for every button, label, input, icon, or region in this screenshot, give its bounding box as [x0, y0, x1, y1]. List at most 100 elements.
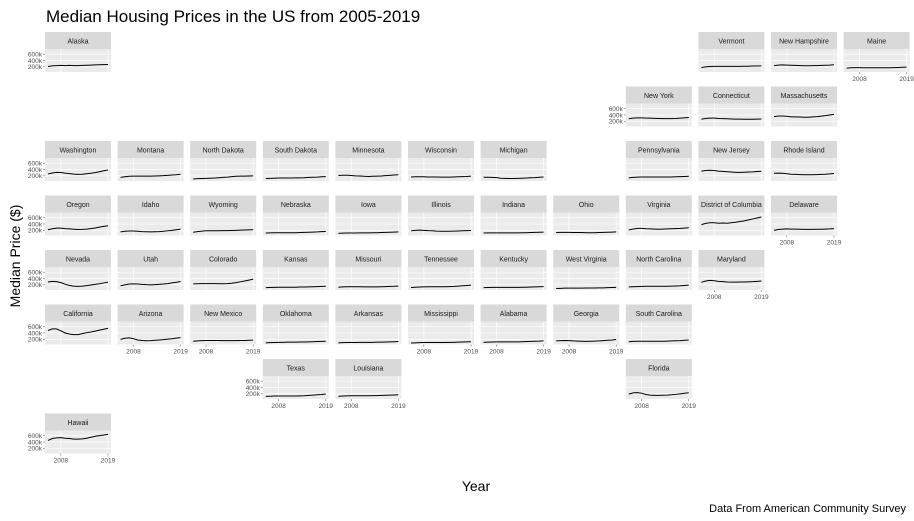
series-line-montana — [120, 173, 181, 178]
panel-massachusetts: Massachusetts — [771, 86, 837, 127]
panel-strip — [117, 250, 184, 267]
panel-strip-label: Indiana — [502, 202, 525, 209]
panel-strip — [771, 86, 837, 104]
panel-strip-label: New Hampshire — [779, 39, 829, 46]
panel-north-carolina: North Carolina — [625, 250, 692, 290]
x-tick-label: 2019 — [899, 76, 914, 83]
panel-maine: Maine 2008 2019 — [843, 32, 914, 83]
panel-colorado: Colorado — [190, 250, 257, 290]
panel-utah: Utah — [117, 250, 184, 290]
panel-strip-label: Wyoming — [209, 202, 238, 209]
series-line-massachusetts — [773, 113, 835, 118]
x-tick-label: 2008 — [562, 349, 577, 356]
panel-strip — [262, 250, 329, 267]
y-tick-label: 400k — [246, 385, 261, 392]
panel-illinois: Illinois — [408, 195, 474, 236]
panel-strip-label: Missouri — [355, 257, 382, 264]
panel-idaho: Idaho — [117, 195, 184, 236]
x-tick-label: 2008 — [344, 403, 359, 410]
panel-vermont: Vermont — [698, 32, 765, 72]
x-tick-label: 2019 — [827, 240, 842, 247]
panel-virginia: Virginia — [625, 195, 692, 236]
panel-arkansas: Arkansas — [335, 304, 402, 345]
series-line-michigan — [483, 176, 544, 180]
x-tick-label: 2019 — [754, 294, 769, 301]
panel-strip — [553, 250, 620, 267]
panel-strip — [335, 304, 402, 322]
series-line-arizona — [120, 337, 181, 342]
panel-kentucky: Kentucky — [480, 250, 547, 290]
panel-wyoming: Wyoming — [190, 195, 257, 236]
y-tick-label: 400k — [28, 439, 43, 446]
panel-rhode-island: Rhode Island — [771, 141, 837, 181]
series-line-missouri — [338, 285, 399, 288]
panel-strip-label: Wisconsin — [425, 148, 457, 155]
y-tick-label: 600k — [28, 433, 43, 440]
panel-strip — [408, 304, 474, 322]
panel-strip — [771, 195, 837, 213]
y-tick-label: 400k — [28, 167, 43, 174]
series-line-vermont — [701, 65, 762, 68]
series-line-nebraska — [265, 230, 326, 234]
x-tick-label: 2008 — [780, 240, 795, 247]
panel-strip — [335, 141, 402, 158]
panel-alabama: Alabama 2008 2019 — [480, 304, 551, 356]
panel-strip-label: Hawaii — [67, 420, 88, 427]
panel-strip-label: Oregon — [66, 202, 89, 209]
y-tick-label: 200k — [28, 64, 43, 71]
series-line-oregon — [47, 225, 109, 231]
panel-strip — [698, 86, 765, 104]
panel-strip-label: Connecticut — [713, 93, 750, 100]
y-tick-label: 200k — [609, 119, 624, 126]
panel-strip-label: Ohio — [579, 202, 594, 209]
panel-strip — [625, 141, 692, 158]
series-line-maryland — [701, 279, 762, 283]
series-line-california — [47, 327, 109, 336]
y-tick-label: 600k — [246, 378, 261, 385]
panel-missouri: Missouri — [335, 250, 402, 290]
panel-new-jersey: New Jersey — [698, 141, 765, 181]
panel-strip — [698, 32, 765, 49]
panel-strip-label: District of Columbia — [701, 202, 762, 209]
panel-strip — [45, 250, 111, 267]
panel-strip — [45, 195, 111, 213]
series-line-iowa — [338, 231, 399, 234]
series-line-alabama — [483, 340, 544, 343]
series-line-utah — [120, 281, 181, 287]
series-line-indiana — [483, 231, 544, 234]
series-line-florida — [628, 392, 689, 396]
panel-strip — [480, 250, 547, 267]
x-tick-label: 2019 — [246, 349, 261, 356]
x-tick-label: 2008 — [707, 294, 722, 301]
x-tick-label: 2008 — [54, 458, 69, 465]
x-tick-label: 2008 — [634, 403, 649, 410]
y-axis-title: Median Price ($) — [7, 205, 23, 308]
series-line-oklahoma — [265, 340, 326, 344]
panel-strip-label: Arizona — [139, 311, 163, 318]
series-line-maine — [846, 66, 907, 69]
series-line-alaska — [47, 63, 109, 68]
x-tick-label: 2008 — [852, 76, 867, 83]
x-tick-label: 2019 — [319, 403, 334, 410]
x-tick-label: 2019 — [536, 349, 551, 356]
panel-tennessee: Tennessee — [408, 250, 474, 290]
panel-strip — [45, 304, 111, 322]
y-tick-label: 400k — [609, 112, 624, 119]
panel-strip — [771, 32, 837, 49]
panel-strip — [698, 141, 765, 158]
y-tick-label: 200k — [28, 446, 43, 453]
panel-north-dakota: North Dakota — [190, 141, 257, 181]
x-tick-label: 2008 — [271, 403, 286, 410]
panel-indiana: Indiana — [480, 195, 547, 236]
panel-strip-label: Utah — [143, 257, 158, 264]
x-tick-label: 2008 — [126, 349, 141, 356]
series-line-ohio — [556, 231, 617, 234]
series-line-west-virginia — [556, 286, 617, 289]
panel-strip-label: Nevada — [66, 257, 90, 264]
panel-strip-label: Maine — [867, 39, 886, 46]
panel-minnesota: Minnesota — [335, 141, 402, 181]
panel-strip — [262, 359, 329, 376]
